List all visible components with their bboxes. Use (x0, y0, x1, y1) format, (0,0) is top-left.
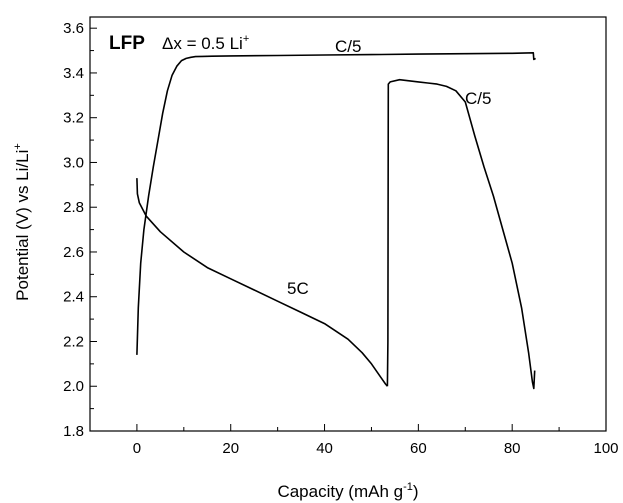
x-tick-label: 80 (504, 440, 521, 457)
y-tick-label: 2.4 (63, 289, 84, 306)
y-axis-label: Potential (V) vs Li/Li+ (12, 143, 32, 301)
y-tick-label: 2.0 (63, 378, 84, 395)
annotation-delta-x: Δx = 0.5 Li+ (162, 33, 249, 53)
x-tick-label: 40 (316, 440, 333, 457)
plot-border (89, 16, 607, 432)
x-axis-label: Capacity (mAh g-1) (277, 481, 418, 501)
y-tick-label: 3.0 (63, 154, 84, 171)
x-tick-label: 20 (222, 440, 239, 457)
x-tick-label: 0 (133, 440, 141, 457)
y-tick-label: 2.2 (63, 333, 84, 350)
x-tick-label: 100 (593, 440, 618, 457)
x-tick-label: 60 (410, 440, 427, 457)
y-tick-label: 3.2 (63, 110, 84, 127)
y-tick-label: 2.6 (63, 244, 84, 261)
y-tick-label: 1.8 (63, 423, 84, 440)
axis-ticks (89, 27, 607, 432)
annotation-second-rate: C/5 (465, 89, 491, 108)
annotation-material: LFP (109, 33, 145, 54)
series-line-3 (386, 78, 536, 390)
annotation-discharge-rate: 5C (287, 279, 309, 298)
y-tick-label: 2.8 (63, 199, 84, 216)
tick-labels: 0 20 40 60 80 100 1.8 2.0 2.2 2.4 2.6 2.8 3.0 3.2 3.4 3… (63, 20, 618, 457)
series-group (136, 51, 537, 390)
annotation-charge-rate: C/5 (335, 37, 361, 56)
y-tick-label: 3.6 (63, 20, 84, 37)
y-tick-label: 3.4 (63, 65, 84, 82)
plot-frame (89, 16, 607, 432)
series-line-2 (136, 178, 389, 387)
series-line-1 (136, 51, 537, 355)
